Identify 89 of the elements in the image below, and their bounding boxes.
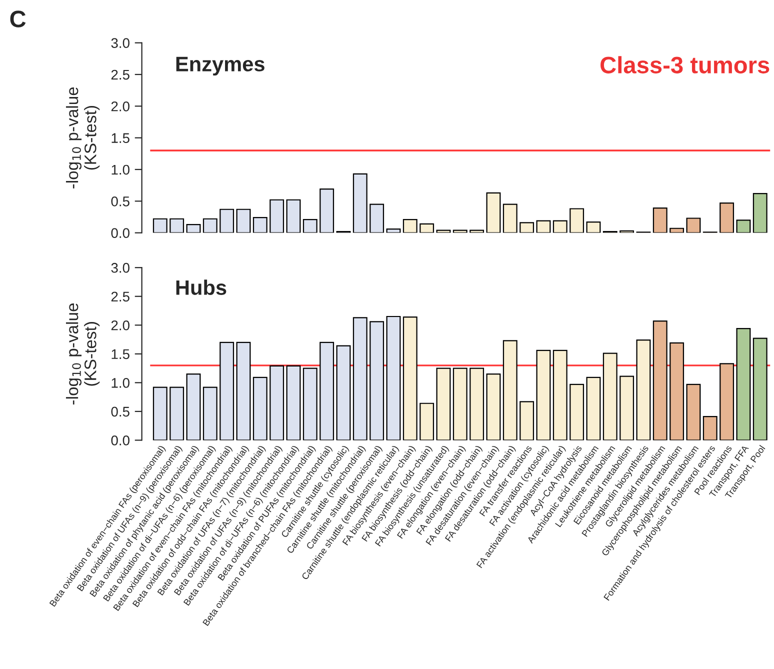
bar	[686, 218, 701, 233]
bar	[420, 223, 434, 233]
bar	[336, 345, 351, 440]
bar	[170, 386, 184, 440]
y-tick-label: 2.0	[111, 101, 130, 112]
bar	[470, 368, 484, 440]
bar	[720, 363, 734, 440]
bar	[186, 373, 201, 440]
bar	[402, 218, 418, 233]
bar	[320, 188, 334, 233]
bar	[402, 316, 418, 440]
bar	[220, 208, 234, 233]
y-tick-label: 2.5	[111, 70, 130, 80]
bar	[236, 208, 251, 233]
bar	[252, 376, 268, 440]
y-tick-label: 3.0	[111, 38, 130, 48]
bar	[202, 218, 218, 233]
bar	[302, 218, 318, 233]
bar	[552, 220, 568, 233]
bar	[170, 218, 184, 233]
bar	[470, 230, 484, 233]
bar	[436, 368, 451, 440]
bar	[302, 368, 318, 440]
y-tick-label: 2.5	[111, 292, 130, 302]
bar	[252, 217, 268, 233]
text: Enzymes	[176, 56, 264, 76]
bar	[670, 342, 684, 440]
bar	[586, 221, 601, 233]
bar	[486, 192, 501, 233]
y-tick-label: 1.5	[112, 133, 130, 143]
y-tick-label: 3.0	[111, 262, 130, 273]
text: C	[10, 10, 26, 28]
bar	[186, 224, 201, 233]
bar	[486, 373, 501, 440]
bar	[520, 401, 534, 440]
y-tick-label: 1.0	[112, 164, 130, 175]
bar	[536, 220, 551, 233]
bar	[220, 342, 234, 440]
bar	[570, 208, 584, 233]
bar	[270, 365, 284, 440]
bar	[452, 368, 468, 440]
y-axis-title: -log$_{10}$ p-value (KS-test)	[66, 303, 100, 404]
bar	[686, 384, 701, 440]
bar	[602, 352, 618, 440]
bar	[670, 228, 684, 233]
bar	[420, 402, 434, 440]
bar	[270, 199, 284, 233]
bar	[286, 199, 301, 233]
chart-title: Hubs	[176, 280, 226, 295]
bar	[720, 202, 734, 233]
bar	[752, 192, 768, 233]
bar	[202, 386, 218, 440]
y-tick-label: 0.5	[111, 196, 130, 206]
bar	[152, 386, 168, 440]
bar	[570, 384, 584, 440]
annotation: Class-3 tumors	[600, 56, 770, 74]
bar	[286, 365, 301, 440]
bar	[552, 350, 568, 440]
bar	[370, 204, 384, 233]
bar	[152, 218, 168, 233]
bar	[236, 342, 251, 440]
bar	[652, 320, 668, 440]
bar	[352, 317, 368, 440]
bar	[436, 230, 451, 233]
bar	[370, 321, 384, 440]
bar	[636, 340, 651, 440]
y-tick-label: 0.0	[111, 436, 130, 446]
bar	[620, 376, 634, 440]
bar	[536, 350, 551, 440]
bar	[386, 316, 401, 440]
bar	[452, 230, 468, 233]
y-tick-label: 1.5	[112, 349, 130, 360]
bar	[702, 416, 718, 440]
bar	[520, 222, 534, 233]
bar	[736, 220, 751, 233]
bar	[320, 342, 334, 440]
y-tick-label: 1.0	[112, 378, 130, 388]
y-tick-label: 0.0	[111, 228, 130, 238]
bar	[502, 204, 518, 233]
bar	[352, 173, 368, 233]
bar	[586, 376, 601, 440]
bar	[736, 328, 751, 440]
bar	[502, 340, 518, 440]
bar	[652, 208, 668, 233]
y-tick-label: 0.5	[111, 406, 130, 417]
y-axis-title: -log$_{10}$ p-value (KS-test)	[66, 87, 100, 188]
bar	[752, 338, 768, 440]
bar	[386, 228, 401, 233]
y-tick-label: 2.0	[111, 320, 130, 330]
